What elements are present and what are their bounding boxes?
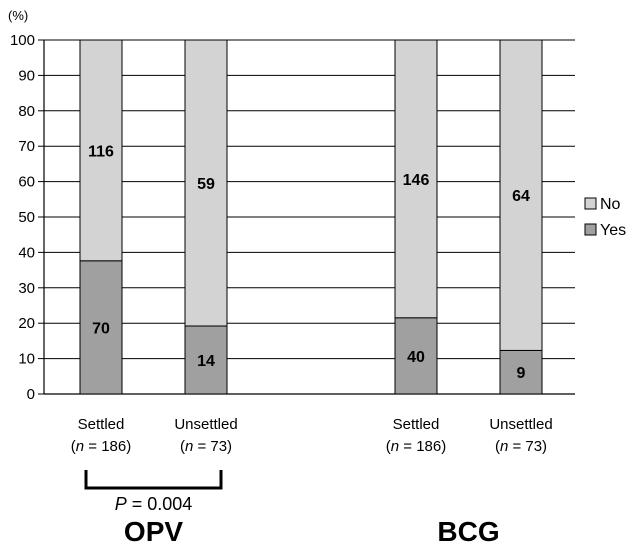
data-label-no: 116 (88, 143, 114, 160)
category-n-label: (n = 186) (386, 438, 446, 455)
data-label-yes: 70 (92, 320, 110, 337)
legend: No Yes (584, 196, 626, 239)
y-tick-label: 60 (18, 174, 35, 191)
legend-label-no: No (600, 196, 621, 213)
bar-segment-yes (394, 317, 438, 395)
significance-bracket (84, 470, 223, 490)
y-tick-label: 10 (18, 351, 35, 368)
legend-swatch-yes (584, 223, 597, 236)
y-tick-label: 30 (18, 280, 35, 297)
data-label-yes: 14 (197, 353, 215, 370)
group-label: OPV (124, 516, 183, 546)
category-label: Unsettled (174, 416, 237, 433)
category-n-label: (n = 186) (71, 438, 131, 455)
p-value-label: P = 0.004 (115, 494, 193, 514)
gridlines (44, 39, 575, 360)
y-tick-label: 40 (18, 244, 35, 261)
legend-label-yes: Yes (600, 222, 626, 239)
legend-swatch-no (584, 197, 597, 210)
category-label: Settled (78, 416, 125, 433)
y-tick-label: 80 (18, 103, 35, 120)
category-n-label: (n = 73) (495, 438, 547, 455)
data-label-yes: 40 (407, 349, 425, 366)
y-ticks: 0 10 20 30 40 50 60 70 80 90 100 (10, 32, 44, 403)
y-unit-label: (%) (8, 8, 28, 23)
y-tick-label: 90 (18, 67, 35, 84)
y-tick-label: 20 (18, 315, 35, 332)
p-value-annotation: P = 0.004 (84, 470, 223, 514)
bar-segment-yes (79, 260, 123, 395)
category-label: Unsettled (489, 416, 552, 433)
bars: 116 70 59 14 146 40 64 9 (79, 39, 543, 395)
bar-segment-no (79, 39, 123, 262)
data-label-yes: 9 (517, 365, 526, 382)
data-label-no: 64 (512, 188, 530, 205)
y-tick-label: 0 (27, 386, 35, 403)
bar-segment-no (394, 39, 438, 319)
y-tick-label: 50 (18, 209, 35, 226)
y-tick-label: 100 (10, 32, 35, 49)
bar-segment-yes (184, 325, 228, 395)
y-tick-label: 70 (18, 138, 35, 155)
group-labels: OPV BCG (124, 516, 500, 546)
bar-segment-no (184, 39, 228, 327)
category-n-label: (n = 73) (180, 438, 232, 455)
data-label-no: 59 (197, 176, 215, 193)
group-label: BCG (437, 516, 499, 546)
category-labels: Settled (n = 186) Unsettled (n = 73) Settled… (71, 416, 553, 455)
bar-segment-yes (499, 349, 543, 395)
category-label: Settled (393, 416, 440, 433)
bar-segment-no (499, 39, 543, 351)
data-label-no: 146 (403, 172, 430, 189)
